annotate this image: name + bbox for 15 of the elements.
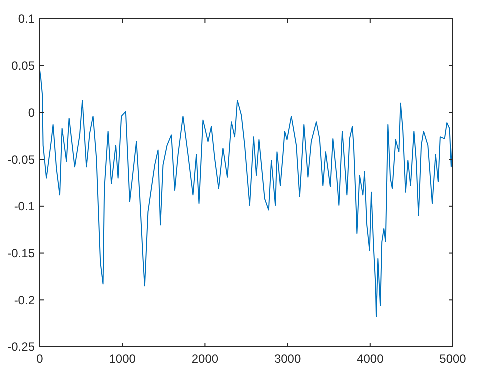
y-tick-label: -0.25 (8, 340, 36, 354)
x-tick-label: 4000 (357, 352, 384, 366)
x-tick-label: 2000 (192, 352, 219, 366)
y-tick-label: 0.05 (12, 59, 36, 74)
x-tick-label: 3000 (274, 352, 302, 366)
y-tick-label: -0.1 (14, 200, 36, 214)
y-tick-label: -0.05 (8, 152, 36, 167)
y-tick-label: -0.15 (8, 246, 36, 260)
y-tick-label: -0.2 (14, 293, 36, 308)
line-series (40, 70, 454, 318)
y-tick-label: 0.1 (18, 12, 36, 26)
x-tick-label: 0 (36, 352, 44, 366)
y-tick-label: 0 (28, 106, 36, 120)
x-tick-label: 1000 (109, 352, 136, 366)
x-tick-label: 5000 (440, 352, 467, 366)
